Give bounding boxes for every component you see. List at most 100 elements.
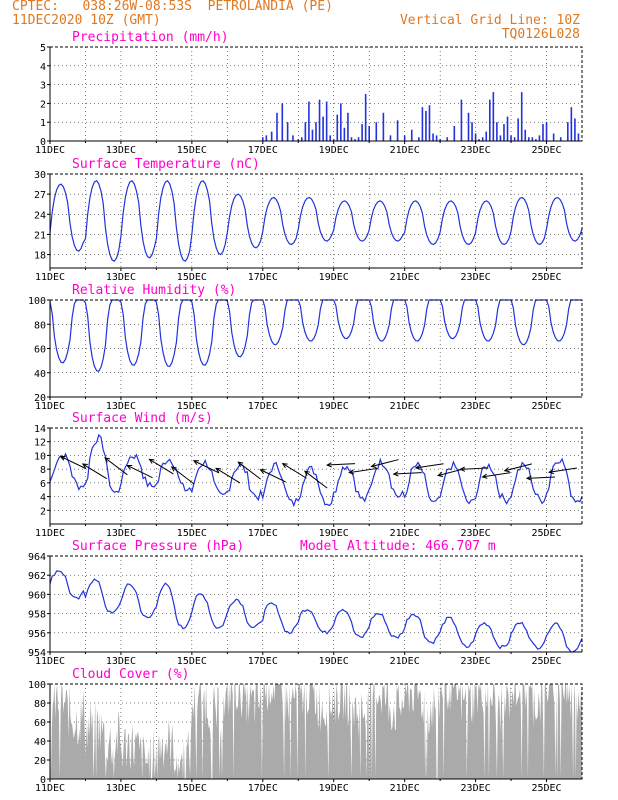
wind-arrowhead	[437, 471, 444, 477]
precipitation-bar	[281, 103, 284, 141]
precipitation-bar	[311, 129, 314, 141]
precipitation-bar	[403, 135, 406, 141]
precipitation-bar	[368, 125, 370, 141]
y-tick-label: 3	[40, 81, 46, 92]
x-tick-label: 13DEC	[106, 272, 136, 283]
precipitation-bar	[577, 133, 580, 141]
y-tick-label: 40	[34, 369, 46, 380]
series-line	[49, 570, 583, 653]
precipitation-bar	[570, 107, 573, 141]
precipitation-bar	[478, 139, 480, 141]
precipitation-bar	[488, 99, 491, 141]
wind-arrowhead	[548, 468, 555, 475]
precipitation-bar	[389, 135, 392, 141]
precipitation-bar	[343, 127, 346, 141]
y-tick-label: 100	[28, 680, 46, 691]
wind-vector	[193, 460, 220, 474]
precipitation-bar	[524, 129, 527, 141]
y-tick-label: 24	[34, 210, 46, 221]
x-tick-label: 23DEC	[461, 656, 491, 667]
precipitation-bar	[357, 137, 360, 141]
panel-frame	[49, 173, 583, 269]
precipitation-bar	[396, 120, 399, 141]
x-tick-label: 21DEC	[390, 401, 420, 412]
x-tick-label: 17DEC	[248, 401, 278, 412]
precipitation-bar	[286, 122, 289, 141]
x-tick-label: 11DEC	[35, 145, 65, 156]
wind-vector	[482, 472, 511, 478]
x-tick-label: 13DEC	[106, 401, 136, 412]
y-tick-label: 80	[34, 320, 46, 331]
wind-vector	[526, 476, 555, 479]
precipitation-bar	[528, 137, 530, 141]
header-grid-line: Vertical Grid Line: 10Z	[399, 13, 580, 28]
x-tick-label: 11DEC	[35, 528, 65, 539]
series-line	[49, 180, 583, 262]
x-tick-label: 21DEC	[390, 528, 420, 539]
precipitation-bar	[474, 133, 477, 141]
precipitation-bar	[347, 112, 349, 141]
panel-title: Surface Wind (m/s)	[72, 411, 213, 426]
precipitation-bar	[574, 118, 576, 141]
y-tick-label: 6	[40, 479, 46, 490]
wind-vector	[549, 467, 577, 473]
x-tick-label: 25DEC	[531, 528, 561, 539]
precipitation-bar	[499, 135, 502, 141]
x-tick-label: 23DEC	[461, 528, 491, 539]
wind-arrowhead	[525, 475, 532, 481]
wind-vector	[371, 459, 399, 467]
x-tick-label: 23DEC	[461, 145, 491, 156]
x-tick-label: 19DEC	[319, 783, 349, 794]
precipitation-bar	[531, 137, 534, 141]
wind-vector	[304, 470, 328, 489]
precipitation-bar	[350, 137, 353, 141]
x-tick-label: 21DEC	[390, 656, 420, 667]
wind-vector	[504, 463, 532, 472]
x-tick-label: 19DEC	[319, 272, 349, 283]
header-station: CPTEC: 038:26W-08:53S PETROLANDIA (PE)	[12, 0, 333, 14]
header-run-date: 11DEC2020 10Z (GMT)	[12, 13, 161, 28]
wind-vector	[237, 461, 261, 480]
y-tick-label: 0	[40, 775, 46, 786]
panel-title: Cloud Cover (%)	[72, 667, 189, 682]
x-tick-label: 21DEC	[390, 145, 420, 156]
wind-arrowhead	[459, 466, 466, 472]
wind-vector	[349, 467, 378, 474]
wind-arrowhead	[104, 457, 111, 463]
panel-0	[47, 46, 583, 144]
y-tick-label: 18	[34, 251, 46, 262]
wind-vector	[327, 463, 356, 466]
precipitation-bar	[503, 124, 505, 141]
wind-arrowhead	[325, 462, 332, 468]
panel-title: Surface Temperature (nC)	[72, 157, 260, 172]
precipitation-bar	[329, 135, 331, 141]
y-tick-label: 21	[34, 230, 46, 241]
wind-arrowhead	[215, 467, 222, 473]
wind-arrowhead	[303, 470, 310, 476]
panel-frame	[49, 555, 583, 653]
x-tick-label: 11DEC	[35, 656, 65, 667]
wind-vector	[149, 458, 174, 475]
wind-arrowhead	[481, 473, 488, 479]
precipitation-bar	[520, 92, 523, 141]
precipitation-bar	[276, 112, 278, 141]
precipitation-bar	[535, 139, 537, 141]
x-tick-label: 17DEC	[248, 656, 278, 667]
wind-vector	[60, 456, 87, 470]
panel-4	[47, 555, 583, 655]
x-tick-label: 23DEC	[461, 783, 491, 794]
panel-1	[47, 173, 583, 271]
x-tick-label: 15DEC	[177, 272, 207, 283]
precipitation-bar	[567, 122, 569, 141]
precipitation-bar	[332, 139, 335, 141]
precipitation-bar	[304, 122, 307, 141]
precipitation-bar	[318, 99, 321, 141]
x-tick-label: 17DEC	[248, 783, 278, 794]
precipitation-bar	[559, 137, 562, 141]
x-tick-label: 15DEC	[177, 145, 207, 156]
precipitation-bar	[453, 125, 456, 141]
y-tick-label: 100	[28, 296, 46, 307]
model-altitude-label: Model Altitude: 466.707 m	[300, 539, 496, 554]
x-tick-label: 17DEC	[248, 528, 278, 539]
wind-arrowhead	[237, 461, 244, 467]
